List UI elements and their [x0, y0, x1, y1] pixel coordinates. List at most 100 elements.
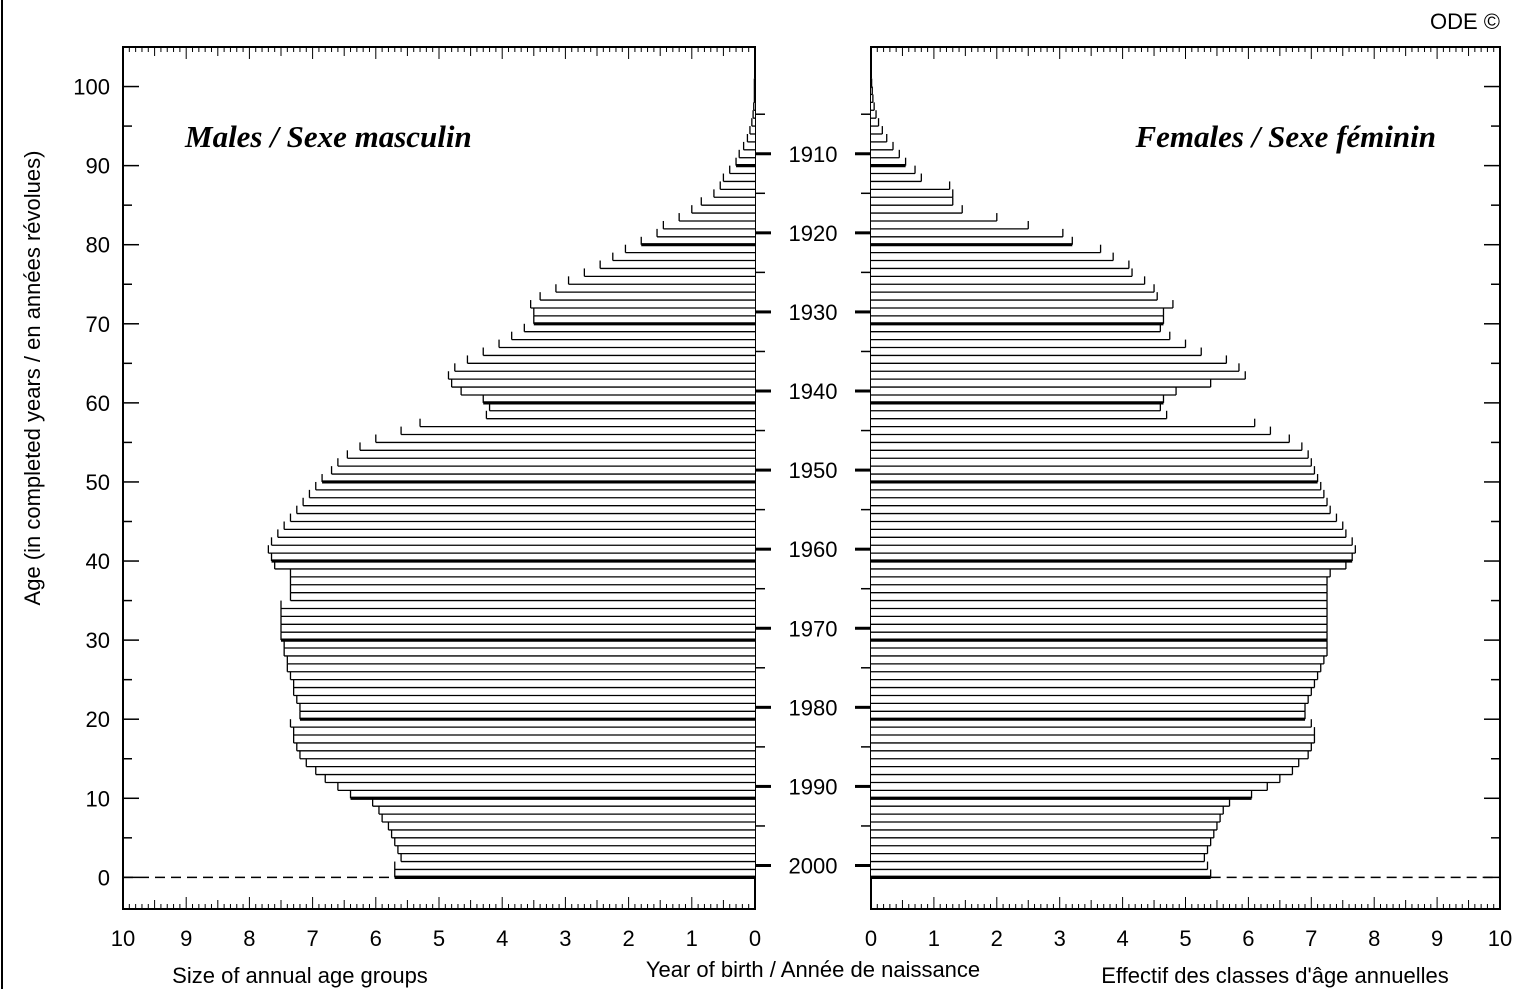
male-bar-age-19: [290, 719, 755, 728]
female-bar-age-14: [871, 758, 1299, 767]
female-x-tick-label-7: 7: [1305, 926, 1317, 951]
female-bar-age-19: [871, 719, 1312, 728]
male-bar-age-4: [394, 837, 755, 846]
female-bar-age-39: [871, 561, 1346, 569]
year-tick-label-1950: 1950: [789, 458, 838, 483]
female-x-tick-label-6: 6: [1242, 926, 1254, 951]
female-bar-age-92: [871, 141, 894, 150]
male-bar-age-47: [303, 497, 755, 506]
age-tick-label-20: 20: [86, 707, 110, 732]
female-bar-age-24: [871, 679, 1315, 688]
age-tick-label-80: 80: [86, 233, 110, 258]
male-bar-age-79: [625, 244, 755, 253]
male-x-tick-label-6: 6: [370, 926, 382, 951]
age-tick-label-10: 10: [86, 786, 110, 811]
female-panel-title: Females / Sexe féminin: [1134, 119, 1436, 154]
male-bar-age-87: [720, 181, 755, 190]
year-tick-label-1940: 1940: [789, 379, 838, 404]
female-bar-age-22: [871, 695, 1309, 704]
male-bar-age-31: [281, 624, 755, 633]
female-bar-age-13: [871, 766, 1293, 775]
male-bar-age-17: [293, 735, 755, 743]
female-bar-age-38: [871, 568, 1331, 577]
male-bar-age-57: [420, 418, 755, 427]
year-tick-label-1960: 1960: [789, 537, 838, 562]
male-bar-age-69: [524, 323, 755, 332]
male-bar-age-39: [274, 561, 755, 569]
male-bar-age-62: [451, 379, 755, 388]
x-axis-label-left: Size of annual age groups: [172, 963, 428, 988]
male-bar-age-86: [713, 189, 755, 198]
male-x-tick-label-8: 8: [243, 926, 255, 951]
female-bar-age-10: [871, 790, 1252, 799]
female-bar-age-27: [871, 655, 1324, 664]
female-bar-age-21: [871, 703, 1306, 712]
female-bar-age-34: [871, 600, 1328, 609]
male-bar-age-55: [375, 434, 755, 443]
female-bar-age-79: [871, 244, 1101, 253]
year-tick-label-1990: 1990: [789, 774, 838, 799]
male-bar-age-68: [511, 331, 755, 340]
male-bar-age-37: [290, 576, 755, 585]
female-bar-age-9: [871, 798, 1230, 807]
age-tick-label-100: 100: [73, 75, 110, 100]
male-bar-age-0: [394, 869, 755, 878]
female-bar-age-54: [871, 442, 1302, 451]
female-bar-age-32: [871, 616, 1328, 625]
female-bar-age-97: [871, 102, 875, 111]
female-bar-age-98: [871, 94, 873, 103]
female-bar-age-51: [871, 466, 1315, 475]
female-bar-age-6: [871, 822, 1217, 830]
male-bar-age-10: [350, 790, 755, 799]
male-bar-age-18: [293, 727, 755, 736]
male-bar-age-24: [293, 679, 755, 688]
male-bar-age-1: [394, 861, 755, 870]
female-bar-age-36: [871, 584, 1328, 593]
female-bar-age-74: [871, 284, 1155, 293]
male-bar-age-12: [325, 774, 755, 783]
credit-label: ODE ©: [1430, 9, 1500, 34]
age-tick-label-30: 30: [86, 628, 110, 653]
male-bar-age-41: [268, 545, 755, 554]
female-x-tick-label-3: 3: [1054, 926, 1066, 951]
male-bar-age-38: [290, 568, 755, 577]
male-bar-age-66: [483, 347, 755, 356]
male-bar-age-85: [701, 197, 755, 206]
male-bar-age-20: [299, 711, 755, 720]
male-bar-age-50: [322, 474, 755, 482]
male-bar-age-63: [448, 371, 755, 380]
male-bar-age-56: [401, 426, 755, 435]
male-bar-age-48: [309, 489, 755, 498]
female-bar-age-70: [871, 315, 1164, 324]
female-bar-age-57: [871, 418, 1255, 427]
axes-group: 0 10 20 30 40 50 60 70 80 90 100 0 0 1 1 2 2 3 3 4 4 5 5 6 6 7 7 8 8…: [73, 47, 1512, 951]
male-bars: [267, 78, 756, 879]
female-bar-age-50: [871, 474, 1318, 482]
male-x-tick-label-0: 0: [749, 926, 761, 951]
male-bar-age-82: [663, 220, 755, 229]
female-bar-age-96: [871, 110, 877, 119]
male-bar-age-21: [299, 703, 755, 712]
male-bar-age-43: [277, 529, 755, 538]
male-bar-age-3: [397, 845, 755, 854]
male-bar-age-75: [568, 276, 755, 285]
male-bar-age-7: [382, 814, 755, 823]
male-bar-age-8: [378, 806, 755, 815]
male-bar-age-49: [315, 481, 755, 490]
male-bar-age-71: [533, 307, 755, 316]
female-x-tick-label-1: 1: [928, 926, 940, 951]
male-bar-age-28: [284, 648, 755, 656]
female-bar-age-41: [871, 545, 1356, 554]
male-x-tick-label-2: 2: [622, 926, 634, 951]
male-bar-age-52: [337, 458, 755, 467]
age-tick-label-50: 50: [86, 470, 110, 495]
male-bar-age-27: [287, 655, 755, 664]
female-bar-age-47: [871, 497, 1328, 506]
female-bar-age-16: [871, 742, 1312, 751]
female-bar-age-58: [871, 410, 1167, 419]
male-bar-age-33: [281, 608, 755, 617]
male-bar-age-6: [388, 822, 755, 830]
male-bar-age-16: [296, 742, 755, 751]
female-bar-age-17: [871, 735, 1315, 743]
